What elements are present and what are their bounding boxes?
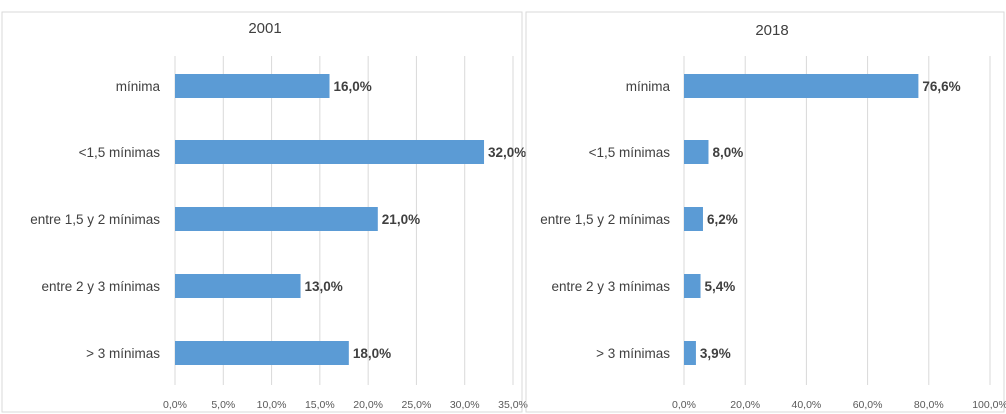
category-label: entre 1,5 y 2 mínimas [540, 212, 670, 227]
chart-2001: 2001 0,0% 5,0% 10,0% 15,0% 20,0% 25,0% 30,0% 35,… [1, 11, 528, 413]
x-tick-label: 10,0% [257, 399, 287, 411]
data-label: 5,4% [705, 279, 736, 294]
x-tick-label: 0,0% [672, 399, 696, 411]
chart-title: 2001 [248, 20, 281, 37]
x-tick-label: 40,0% [792, 399, 822, 411]
data-label: 76,6% [922, 79, 960, 94]
x-tick-label: 20,0% [730, 399, 760, 411]
category-label: > 3 mínimas [596, 346, 670, 361]
bar [684, 274, 701, 298]
chart-frame [525, 11, 1005, 413]
x-tick-label: 30,0% [450, 399, 480, 411]
category-label: entre 1,5 y 2 mínimas [30, 212, 160, 227]
x-tick-label: 35,0% [498, 399, 528, 411]
x-tick-label: 100,0% [972, 399, 1006, 411]
data-label: 18,0% [353, 346, 391, 361]
bar [175, 74, 330, 98]
category-label: mínima [116, 79, 161, 94]
data-label: 13,0% [305, 279, 343, 294]
category-label: <1,5 mínimas [79, 145, 161, 160]
category-label: > 3 mínimas [86, 346, 160, 361]
bar [684, 341, 696, 365]
x-tick-label: 0,0% [163, 399, 187, 411]
data-label: 21,0% [382, 212, 420, 227]
x-tick-label: 60,0% [853, 399, 883, 411]
bar [684, 74, 919, 98]
chart-frame [1, 11, 523, 413]
data-label: 6,2% [707, 212, 738, 227]
x-tick-label: 25,0% [402, 399, 432, 411]
x-tick-label: 5,0% [211, 399, 235, 411]
bar [175, 207, 378, 231]
bar [175, 341, 349, 365]
chart-2018: 2018 0,0% 20,0% 40,0% 60,0% 80,0% 100,0% mínima… [525, 11, 1006, 413]
data-label: 32,0% [488, 145, 526, 160]
x-tick-label: 80,0% [914, 399, 944, 411]
data-label: 8,0% [712, 145, 743, 160]
bar [684, 140, 709, 164]
x-tick-label: 15,0% [305, 399, 335, 411]
bar [175, 140, 485, 164]
category-label: <1,5 mínimas [589, 145, 671, 160]
chart-title: 2018 [755, 22, 788, 39]
x-tick-label: 20,0% [353, 399, 383, 411]
data-label: 16,0% [334, 79, 372, 94]
category-label: entre 2 y 3 mínimas [551, 279, 670, 294]
category-label: entre 2 y 3 mínimas [41, 279, 160, 294]
bar [684, 207, 703, 231]
data-label: 3,9% [700, 346, 731, 361]
bar [175, 274, 301, 298]
category-label: mínima [626, 79, 671, 94]
